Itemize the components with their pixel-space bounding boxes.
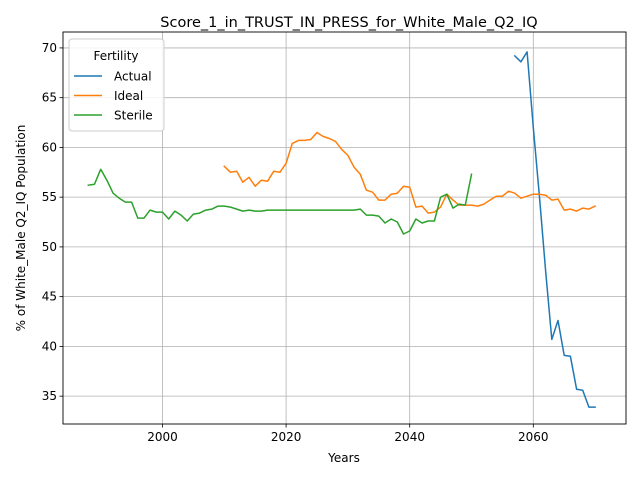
y-tick-label: 35 (42, 389, 57, 403)
series-layer (87, 51, 597, 408)
x-ticks: 2000 2020 2040 2060 (147, 424, 549, 444)
legend-label-actual: Actual (114, 70, 152, 84)
plot-frame (62, 31, 627, 425)
y-tick-label: 45 (42, 290, 57, 304)
series-line-sterile (87, 168, 473, 235)
y-axis-label: % of White_Male Q2_IQ Population (14, 125, 28, 332)
y-tick-label: 50 (42, 240, 57, 254)
y-tick-label: 40 (42, 339, 57, 353)
y-tick-label: 60 (42, 140, 57, 154)
grid (63, 32, 626, 424)
x-tick-label: 2040 (394, 430, 425, 444)
x-tick-label: 2000 (147, 430, 178, 444)
legend-label-sterile: Sterile (114, 109, 153, 123)
legend-box (68, 38, 165, 132)
series-line-ideal (223, 131, 597, 214)
y-ticks: 35 40 45 50 55 60 65 70 (42, 41, 63, 403)
legend-label-ideal: Ideal (114, 89, 143, 103)
x-tick-label: 2020 (271, 430, 302, 444)
y-tick-label: 65 (42, 91, 57, 105)
x-tick-label: 2060 (518, 430, 549, 444)
y-tick-label: 70 (42, 41, 57, 55)
y-tick-label: 55 (42, 190, 57, 204)
legend-title: Fertility (93, 49, 138, 63)
chart-title: Score_1_in_TRUST_IN_PRESS_for_White_Male… (160, 15, 537, 31)
x-axis-label: Years (327, 451, 360, 465)
legend: Fertility Actual Ideal Sterile (68, 38, 165, 132)
series-line-actual (513, 51, 596, 408)
